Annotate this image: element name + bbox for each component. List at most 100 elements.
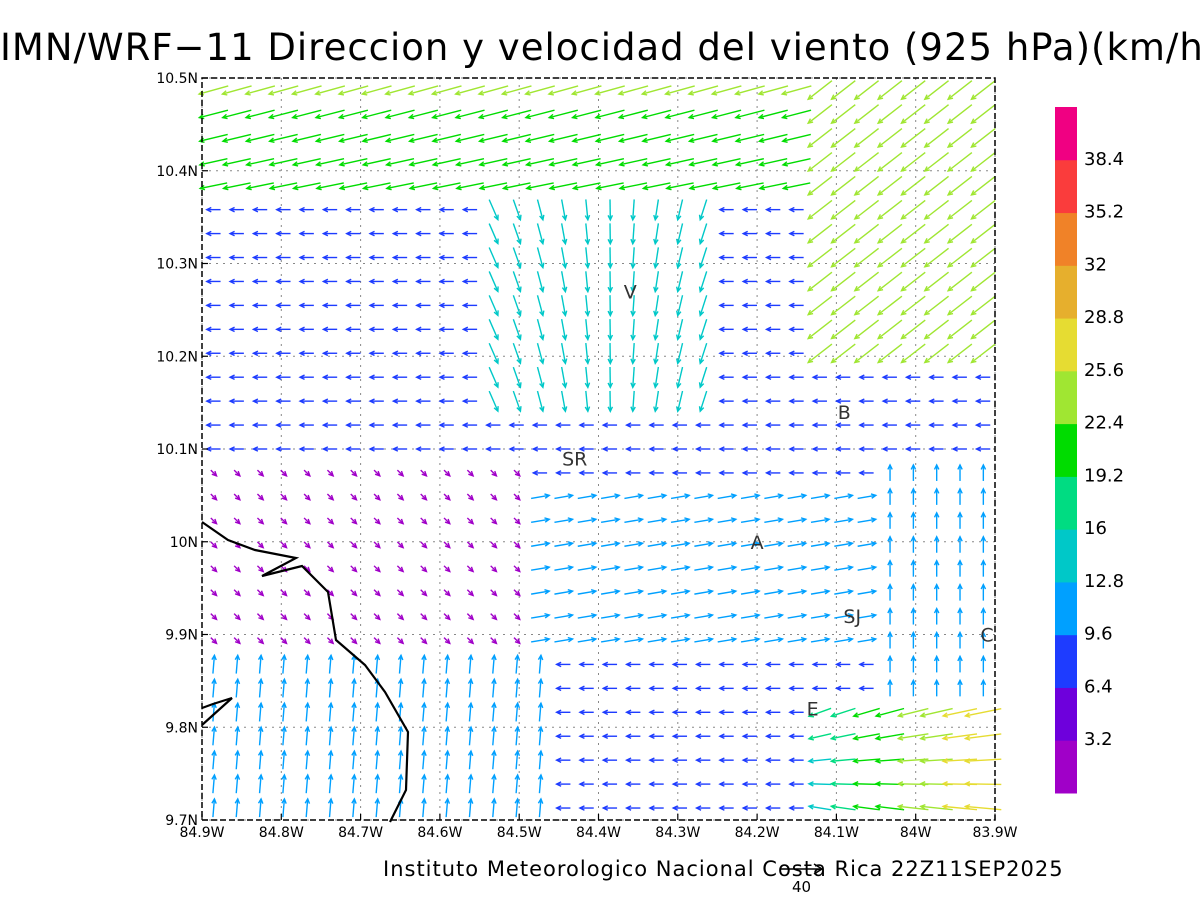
wind-arrow xyxy=(438,206,454,213)
wind-arrow xyxy=(345,230,361,237)
wind-arrow xyxy=(221,133,252,143)
wind-arrow xyxy=(391,350,408,357)
wind-arrow xyxy=(665,182,694,191)
wind-arrow xyxy=(368,278,384,285)
wind-arrow xyxy=(741,254,758,261)
wind-arrow xyxy=(415,254,431,261)
wind-arrow xyxy=(321,278,338,285)
wind-arrow xyxy=(624,805,641,811)
wind-arrow xyxy=(508,422,524,428)
wind-arrow xyxy=(420,517,428,525)
wind-arrow xyxy=(910,535,917,553)
wind-arrow xyxy=(525,182,554,191)
wind-arrow xyxy=(220,85,252,96)
wind-arrow xyxy=(531,612,551,619)
wind-arrow xyxy=(391,278,408,285)
wind-arrow xyxy=(211,653,217,674)
wind-arrow xyxy=(345,326,361,333)
wind-arrow xyxy=(853,247,880,268)
wind-arrow xyxy=(210,541,218,549)
wind-arrow xyxy=(467,677,474,698)
wind-arrow xyxy=(268,182,298,191)
wind-arrow xyxy=(624,733,641,740)
wind-arrow xyxy=(361,109,392,120)
wind-arrow xyxy=(630,223,636,246)
wind-arrow xyxy=(670,636,691,643)
wind-arrow xyxy=(624,422,641,428)
wind-arrow xyxy=(675,366,684,389)
wind-arrow xyxy=(321,422,338,428)
wind-arrow xyxy=(601,422,618,428)
wind-arrow xyxy=(830,175,856,196)
wind-arrow xyxy=(923,343,949,364)
wind-arrow xyxy=(467,725,474,746)
wind-arrow xyxy=(970,199,996,220)
wind-arrow xyxy=(933,511,940,529)
wind-arrow xyxy=(670,517,691,524)
wind-arrow xyxy=(337,85,369,96)
colorbar-segment xyxy=(1055,370,1077,425)
wind-arrow xyxy=(536,247,545,270)
wind-arrow xyxy=(537,677,544,698)
wind-arrow xyxy=(466,469,475,477)
wind-arrow xyxy=(718,422,734,428)
wind-arrow xyxy=(256,565,265,573)
wind-arrow xyxy=(600,493,621,500)
wind-arrow xyxy=(396,493,405,501)
wind-arrow xyxy=(571,182,601,191)
wind-arrow xyxy=(303,493,311,501)
wind-arrow xyxy=(624,565,645,571)
wind-arrow xyxy=(407,133,438,143)
wind-arrow xyxy=(887,535,893,553)
wind-arrow xyxy=(781,133,811,143)
wind-arrow xyxy=(548,158,578,167)
wind-arrow xyxy=(443,469,451,477)
wind-arrow xyxy=(291,158,321,167)
wind-arrow xyxy=(788,685,804,692)
wind-arrow xyxy=(368,230,384,237)
wind-arrow xyxy=(368,206,384,213)
wind-arrow xyxy=(280,517,288,525)
wind-arrow xyxy=(904,374,921,380)
wind-arrow xyxy=(234,725,241,746)
wind-arrow xyxy=(764,398,781,404)
wind-arrow xyxy=(455,182,484,191)
wind-arrow xyxy=(807,758,832,764)
wind-arrow xyxy=(512,342,522,365)
wind-arrow xyxy=(536,223,545,246)
wind-arrow xyxy=(547,85,579,96)
wind-arrow xyxy=(933,654,940,673)
wind-arrow xyxy=(321,206,338,213)
wind-arrow xyxy=(910,463,917,481)
wind-arrow xyxy=(618,182,648,191)
wind-arrow xyxy=(741,350,758,357)
wind-arrow xyxy=(351,773,357,794)
wind-arrow xyxy=(764,470,781,476)
wind-arrow xyxy=(488,366,499,389)
wind-arrow xyxy=(560,295,568,318)
wind-arrow xyxy=(617,133,648,143)
wind-arrow xyxy=(601,733,618,740)
wind-arrow xyxy=(466,637,475,645)
wind-arrow xyxy=(298,278,314,285)
wind-arrow xyxy=(326,565,335,573)
wind-arrow xyxy=(670,493,691,500)
wind-arrow xyxy=(874,733,905,741)
wind-arrow xyxy=(461,350,478,357)
wind-arrow xyxy=(257,773,264,794)
wind-arrow xyxy=(368,446,384,452)
wind-arrow xyxy=(957,535,963,553)
wind-arrow xyxy=(858,470,874,476)
wind-arrow xyxy=(970,128,996,149)
wind-arrow xyxy=(281,701,287,722)
colorbar-segment xyxy=(1055,265,1077,319)
wind-arrow xyxy=(290,85,322,96)
wind-arrow xyxy=(584,271,591,294)
wind-arrow xyxy=(764,685,781,692)
wind-arrow xyxy=(834,565,855,571)
wind-arrow xyxy=(280,637,288,645)
wind-arrow xyxy=(578,685,594,692)
wind-arrow xyxy=(571,158,601,167)
wind-arrow xyxy=(326,517,335,525)
wind-arrow xyxy=(461,398,478,404)
